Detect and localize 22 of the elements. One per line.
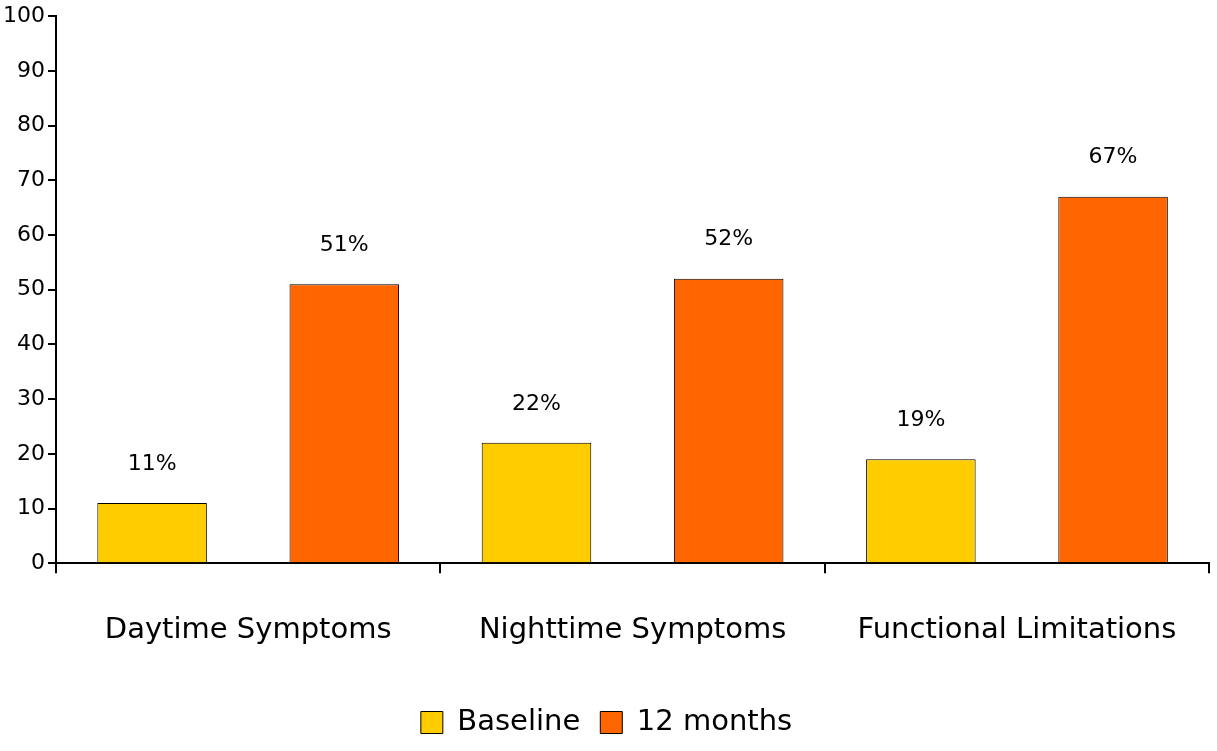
y-tick-label: 40 — [16, 330, 45, 356]
y-tick-label: 90 — [16, 56, 45, 82]
data-label: 51% — [319, 230, 369, 256]
data-label: 67% — [1088, 143, 1138, 169]
y-tick-label: 60 — [16, 220, 45, 246]
legend-label: Baseline — [457, 703, 581, 738]
data-label: 11% — [127, 449, 177, 475]
y-tick-label: 30 — [16, 384, 45, 410]
legend-label: 12 months — [636, 703, 793, 738]
y-tick-label: 100 — [2, 1, 45, 27]
x-tick-label: Nighttime Symptoms — [478, 611, 787, 646]
y-tick-label: 20 — [16, 439, 45, 465]
y-tick-label: 10 — [16, 494, 45, 520]
data-label: 19% — [896, 405, 946, 431]
data-label: 22% — [512, 389, 561, 415]
y-tick-label: 0 — [30, 548, 45, 574]
y-tick-label: 70 — [16, 166, 45, 192]
y-tick-label: 50 — [16, 275, 45, 301]
data-label: 52% — [704, 225, 754, 251]
x-tick-label: Functional Limitations — [857, 611, 1177, 646]
y-tick-label: 80 — [16, 111, 45, 137]
x-tick-label: Daytime Symptoms — [104, 611, 392, 646]
